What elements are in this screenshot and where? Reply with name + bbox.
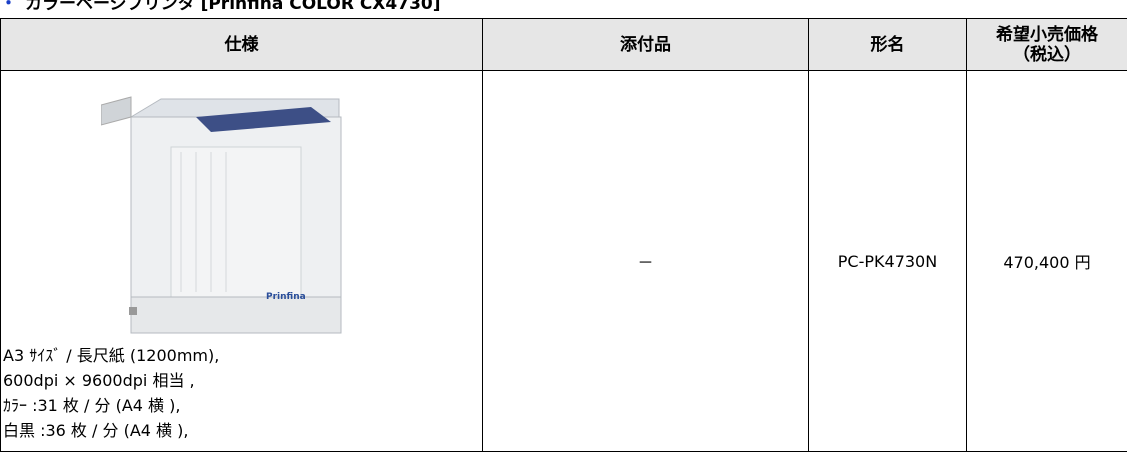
svg-text:Prinfina: Prinfina — [266, 292, 306, 302]
spec-cell: Prinfina A3 ｻｲｽﾞ / 長尺紙 (1200mm), 600dpi … — [1, 71, 483, 452]
spec-line: 600dpi × 9600dpi 相当 , — [3, 368, 219, 393]
title-text: カラーページプリンタ [Prinfina COLOR CX4730] — [25, 0, 441, 14]
data-row: Prinfina A3 ｻｲｽﾞ / 長尺紙 (1200mm), 600dpi … — [1, 71, 1127, 452]
column-header: 添付品 — [483, 19, 809, 71]
section-title: ・カラーページプリンタ [Prinfina COLOR CX4730] — [0, 0, 441, 14]
price-cell: 470,400 円 — [967, 71, 1127, 452]
spec-table: 仕様 添付品 形名 希望小売価格（税込） Prinfina A3 ｻｲｽﾞ / … — [0, 18, 1127, 452]
page: ・カラーページプリンタ [Prinfina COLOR CX4730] 仕様 添… — [0, 0, 1127, 441]
column-header: 希望小売価格（税込） — [967, 19, 1127, 71]
model-cell: PC-PK4730N — [809, 71, 967, 452]
spec-line: A3 ｻｲｽﾞ / 長尺紙 (1200mm), — [3, 343, 219, 368]
spec-line: 白黒 :36 枚 / 分 (A4 横 ), — [3, 418, 219, 443]
header-row: 仕様 添付品 形名 希望小売価格（税込） — [1, 19, 1127, 71]
header-line: 希望小売価格 — [967, 25, 1127, 45]
column-header: 仕様 — [1, 19, 483, 71]
column-header: 形名 — [809, 19, 967, 71]
spec-line: ｶﾗｰ :31 枚 / 分 (A4 横 ), — [3, 393, 219, 418]
accessory-cell: － — [483, 71, 809, 452]
spec-text: A3 ｻｲｽﾞ / 長尺紙 (1200mm), 600dpi × 9600dpi… — [3, 343, 219, 443]
bullet: ・ — [0, 0, 17, 14]
header-line: （税込） — [967, 45, 1127, 65]
printer-image: Prinfina — [101, 77, 361, 339]
